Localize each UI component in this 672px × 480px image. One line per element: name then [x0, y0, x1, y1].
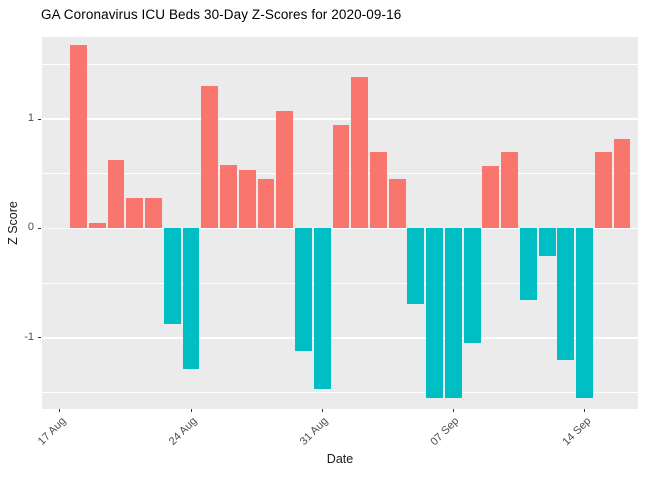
bar	[238, 170, 256, 229]
x-axis-tick-mark	[584, 409, 586, 412]
gridline-minor	[42, 64, 638, 65]
x-axis-tick-mark	[190, 409, 192, 412]
y-axis-tick-label: 0	[27, 221, 34, 234]
x-axis-tick-mark	[321, 409, 323, 412]
plot-panel	[42, 37, 638, 409]
bar	[501, 151, 519, 229]
y-axis-tick-mark	[38, 337, 41, 339]
bar	[126, 197, 144, 229]
bar	[576, 228, 593, 399]
bar	[482, 166, 500, 229]
bar	[351, 77, 369, 229]
bar	[107, 159, 125, 229]
bar	[88, 223, 106, 229]
bar	[295, 228, 312, 351]
gridline-major	[42, 118, 638, 120]
bar	[145, 197, 162, 229]
x-axis-tick-mark	[59, 409, 61, 412]
y-axis-tick-mark	[38, 118, 41, 120]
bar	[70, 44, 87, 229]
bar	[594, 151, 612, 229]
y-axis-tick-mark	[38, 227, 41, 229]
bar	[538, 228, 556, 256]
bar	[444, 228, 462, 399]
gridline-minor	[42, 392, 638, 393]
bar	[182, 228, 200, 369]
bar	[388, 179, 406, 229]
bar	[201, 86, 219, 229]
bar	[613, 138, 631, 229]
bar	[332, 124, 350, 229]
y-axis-tick-label: 1	[27, 112, 34, 125]
bar	[276, 111, 294, 229]
bar	[463, 228, 481, 344]
y-axis-tick-label: -1	[24, 330, 34, 343]
bar	[257, 179, 275, 229]
bar	[220, 165, 237, 229]
gridline-minor	[42, 282, 638, 284]
bar	[369, 151, 387, 229]
gridline-major	[42, 337, 638, 339]
chart-title: GA Coronavirus ICU Beds 30-Day Z-Scores …	[41, 7, 402, 22]
x-axis-title: Date	[326, 452, 354, 466]
x-axis-tick-mark	[452, 409, 454, 412]
bar	[407, 228, 425, 304]
bar	[163, 228, 181, 324]
bar	[557, 228, 575, 360]
bar	[519, 228, 537, 300]
bar	[313, 228, 331, 390]
bar	[426, 228, 444, 399]
gridline-major	[42, 227, 638, 230]
